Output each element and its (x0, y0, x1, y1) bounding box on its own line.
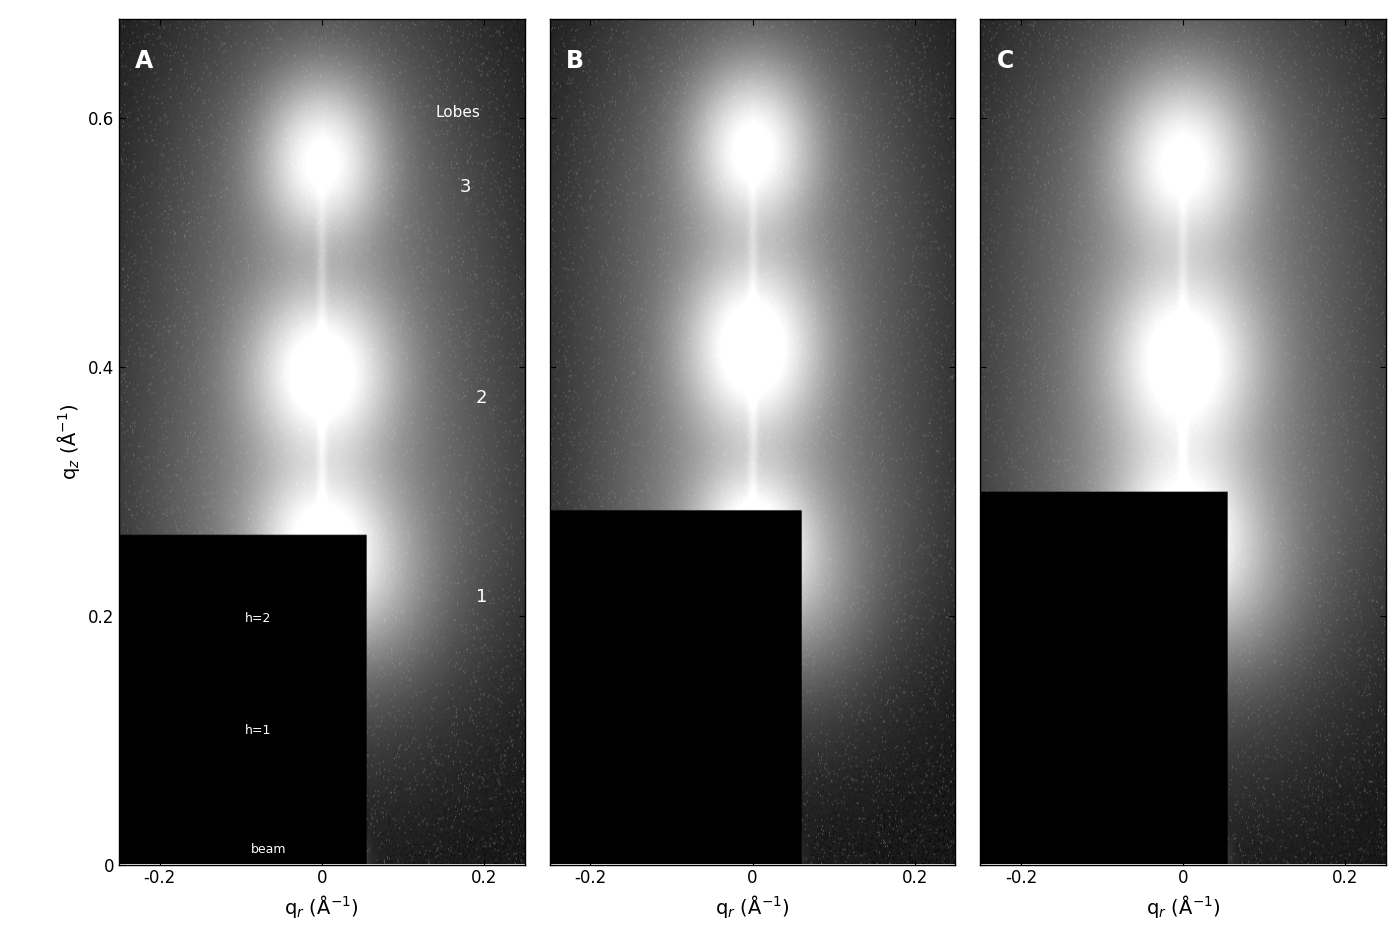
Text: C: C (997, 48, 1014, 72)
Text: h=1: h=1 (245, 724, 272, 736)
Text: 3: 3 (459, 178, 472, 196)
Text: h=2: h=2 (245, 612, 272, 625)
Text: B: B (566, 48, 584, 72)
Y-axis label: q$_z$ (Å$^{-1}$): q$_z$ (Å$^{-1}$) (55, 404, 83, 480)
Text: 2: 2 (476, 390, 487, 408)
Text: beam: beam (251, 843, 286, 856)
Text: 1: 1 (476, 588, 487, 606)
Text: Lobes: Lobes (435, 104, 480, 120)
X-axis label: q$_r$ (Å$^{-1}$): q$_r$ (Å$^{-1}$) (284, 893, 360, 920)
X-axis label: q$_r$ (Å$^{-1}$): q$_r$ (Å$^{-1}$) (1145, 893, 1221, 920)
X-axis label: q$_r$ (Å$^{-1}$): q$_r$ (Å$^{-1}$) (715, 893, 790, 920)
Text: A: A (136, 48, 154, 72)
